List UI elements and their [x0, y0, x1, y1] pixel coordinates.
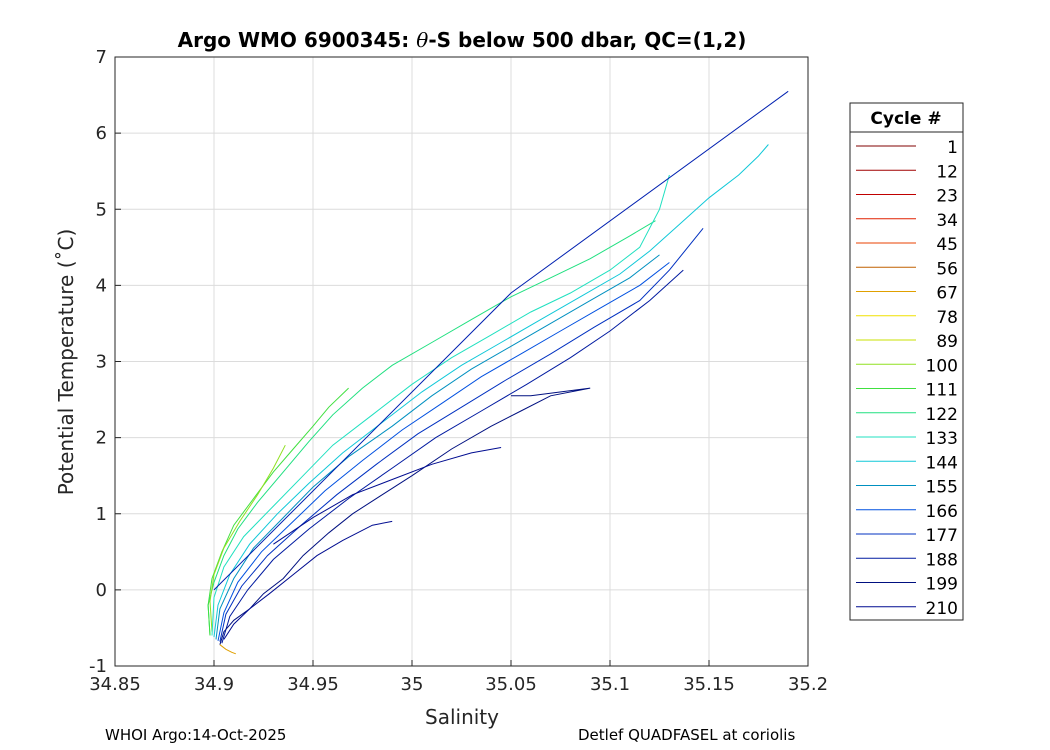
legend-label: 133: [926, 429, 958, 449]
x-axis-label: Salinity: [425, 705, 499, 729]
legend-label: 199: [926, 575, 958, 595]
legend-label: 89: [936, 332, 958, 352]
legend-label: 67: [936, 284, 958, 304]
series-line-6: [217, 262, 670, 642]
legend-label: 100: [926, 356, 958, 376]
x-tick-label: 35: [401, 674, 424, 695]
x-tick-label: 35.15: [683, 674, 735, 695]
legend-label: 111: [926, 381, 958, 401]
series-line-3: [211, 174, 670, 636]
x-tick-label: 35.05: [485, 674, 537, 695]
series-line-8: [221, 269, 684, 644]
series-line-0: [207, 220, 656, 636]
x-tick-label: 35.1: [590, 674, 630, 695]
y-tick-label: 1: [96, 504, 107, 525]
y-tick-label: 2: [96, 428, 107, 449]
x-tick-label: 34.95: [287, 674, 339, 695]
y-tick-label: 4: [96, 275, 107, 296]
y-tick-label: 5: [96, 199, 107, 220]
legend-label: 12: [936, 162, 958, 182]
legend-label: 166: [926, 502, 958, 522]
legend-label: 34: [936, 211, 958, 231]
legend-label: 177: [926, 526, 958, 546]
legend-label: 122: [926, 405, 958, 425]
x-tick-label: 35.2: [788, 674, 828, 695]
y-tick-label: 3: [96, 352, 107, 373]
series-line-12: [273, 447, 502, 545]
legend-label: 23: [936, 187, 958, 207]
legend-entries: 1 12 23 34 45 56 67 78 89 100 111 122 133 144 155 166 17…: [856, 138, 958, 619]
y-tick-label: 7: [96, 47, 107, 68]
y-axis: -1 0 1 2 3 4 5 6 7: [89, 47, 121, 677]
y-tick-label: -1: [89, 656, 107, 677]
legend-label: 56: [936, 259, 958, 279]
legend-label: 210: [926, 599, 958, 619]
legend-label: 155: [926, 478, 958, 498]
footer-right: Detlef QUADFASEL at coriolis: [578, 726, 796, 744]
series-layer: [207, 90, 789, 655]
series-line-1: [207, 387, 349, 636]
series-line-9: [213, 90, 789, 591]
x-tick-label: 34.85: [89, 674, 141, 695]
legend-label: 144: [926, 453, 958, 473]
chart-title: Argo WMO 6900345: θ-S below 500 dbar, QC…: [178, 28, 747, 52]
series-line-4: [213, 144, 769, 638]
legend-label: 45: [936, 235, 958, 255]
legend-title: Cycle #: [870, 109, 941, 129]
series-line-5: [215, 254, 660, 640]
legend: Cycle # 1 12 23 34 45 56 67 78 89 100 111 122 133 144…: [849, 102, 964, 621]
legend-label: 188: [926, 550, 958, 570]
x-tick-label: 34.9: [194, 674, 234, 695]
y-tick-label: 0: [96, 580, 107, 601]
y-tick-label: 6: [96, 123, 107, 144]
y-axis-label: Potential Temperature (˚C): [54, 229, 78, 496]
legend-label: 1: [947, 138, 958, 158]
series-line-11: [223, 520, 393, 640]
series-line-2: [209, 444, 286, 632]
footer-left: WHOI Argo:14-Oct-2025: [105, 726, 287, 744]
series-line-7: [219, 227, 704, 642]
grid: [114, 56, 809, 667]
x-axis: 34.85 34.9 34.95 35 35.05 35.1 35.15 35.2: [89, 660, 828, 695]
series-line-13: [219, 644, 236, 655]
legend-label: 78: [936, 308, 958, 328]
